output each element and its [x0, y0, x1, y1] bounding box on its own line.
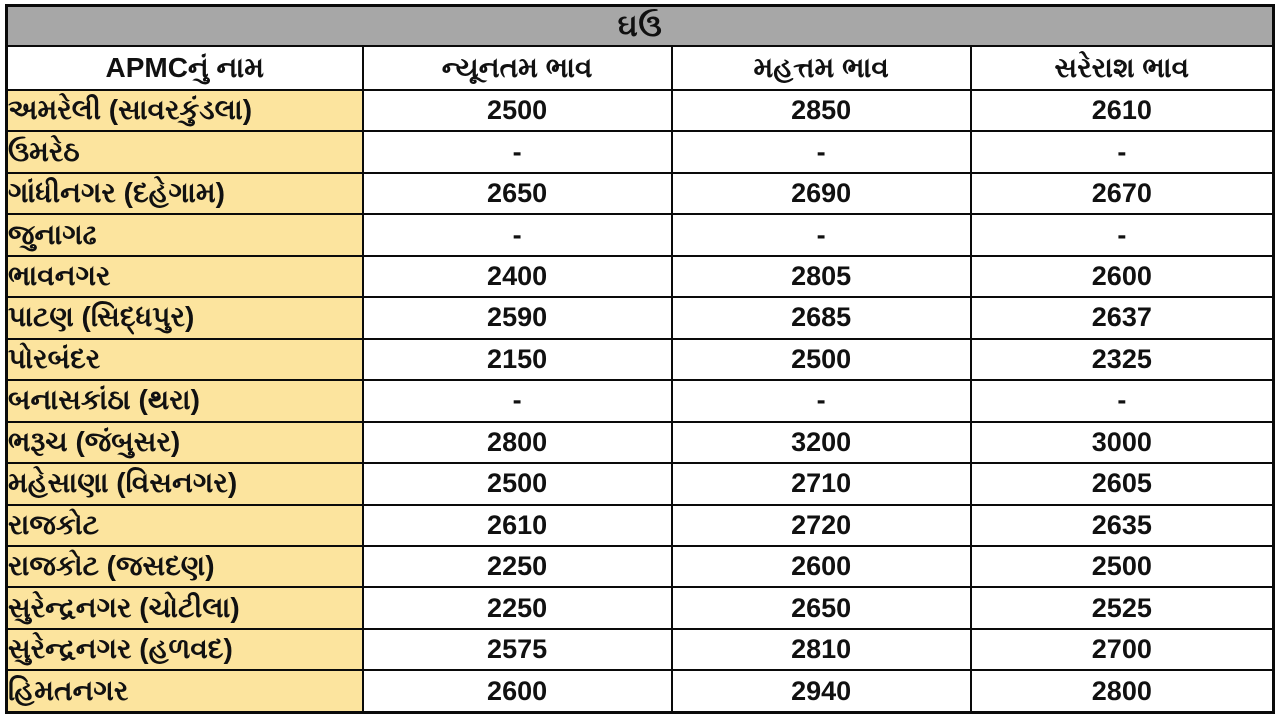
- max-price-cell: -: [670, 379, 972, 423]
- min-price-cell: 2250: [361, 586, 673, 630]
- min-price-cell: -: [361, 213, 673, 257]
- max-price-cell: 2685: [670, 296, 972, 340]
- column-header-apmc-name: APMCનું નામ: [5, 45, 364, 91]
- avg-price-cell: -: [969, 130, 1275, 174]
- max-price-cell: -: [670, 213, 972, 257]
- table-row: બનાસકાંઠા (થરા) - - -: [5, 379, 1275, 423]
- max-price-cell: 3200: [670, 420, 972, 465]
- avg-price-cell: 2610: [969, 88, 1275, 133]
- min-price-cell: 2590: [361, 296, 673, 340]
- max-price-cell: 2600: [670, 544, 972, 589]
- avg-price-cell: -: [969, 213, 1275, 257]
- apmc-name-cell: સુરેન્દ્રનગર (હળવદ): [5, 627, 364, 672]
- max-price-cell: 2940: [670, 669, 972, 714]
- min-price-cell: 2575: [361, 627, 673, 672]
- table-row: પાટણ (સિદ્ધપુર) 2590 2685 2637: [5, 296, 1275, 340]
- min-price-cell: 2400: [361, 254, 673, 299]
- table-title: ઘઉં: [5, 4, 1275, 47]
- apmc-name-cell: ઉમરેઠ: [5, 130, 364, 174]
- avg-price-cell: 2325: [969, 337, 1275, 382]
- max-price-cell: 2690: [670, 171, 972, 216]
- min-price-cell: -: [361, 130, 673, 174]
- table-row: મહેસાણા (વિસનગર) 2500 2710 2605: [5, 462, 1275, 506]
- column-header-min-price: ન્યૂનતમ ભાવ: [361, 45, 673, 91]
- title-row: ઘઉં: [5, 4, 1275, 47]
- max-price-cell: -: [670, 130, 972, 174]
- min-price-cell: 2650: [361, 171, 673, 216]
- avg-price-cell: 2637: [969, 296, 1275, 340]
- max-price-cell: 2850: [670, 88, 972, 133]
- table-row: રાજકોટ (જસદણ) 2250 2600 2500: [5, 544, 1275, 589]
- table-row: હિમતનગર 2600 2940 2800: [5, 669, 1275, 714]
- apmc-name-cell: રાજકોટ: [5, 503, 364, 547]
- max-price-cell: 2805: [670, 254, 972, 299]
- max-price-cell: 2500: [670, 337, 972, 382]
- apmc-name-cell: પાટણ (સિદ્ધપુર): [5, 296, 364, 340]
- column-header-avg-price: સરેરાશ ભાવ: [969, 45, 1275, 91]
- avg-price-cell: 2605: [969, 462, 1275, 506]
- avg-price-cell: 2670: [969, 171, 1275, 216]
- apmc-price-table: ઘઉં APMCનું નામ ન્યૂનતમ ભાવ મહત્તમ ભાવ સ…: [5, 4, 1275, 714]
- max-price-cell: 2810: [670, 627, 972, 672]
- table-row: અમરેલી (સાવરકુંડલા) 2500 2850 2610: [5, 88, 1275, 133]
- max-price-cell: 2710: [670, 462, 972, 506]
- min-price-cell: 2500: [361, 88, 673, 133]
- avg-price-cell: 3000: [969, 420, 1275, 465]
- min-price-cell: 2610: [361, 503, 673, 547]
- apmc-name-cell: ભાવનગર: [5, 254, 364, 299]
- apmc-name-cell: પોરબંદર: [5, 337, 364, 382]
- apmc-name-cell: હિમતનગર: [5, 669, 364, 714]
- apmc-name-cell: અમરેલી (સાવરકુંડલા): [5, 88, 364, 133]
- apmc-name-cell: ભરૂચ (જંબુસર): [5, 420, 364, 465]
- avg-price-cell: 2800: [969, 669, 1275, 714]
- max-price-cell: 2720: [670, 503, 972, 547]
- table-row: ભરૂચ (જંબુસર) 2800 3200 3000: [5, 420, 1275, 465]
- table-row: સુરેન્દ્રનગર (હળવદ) 2575 2810 2700: [5, 627, 1275, 672]
- min-price-cell: 2150: [361, 337, 673, 382]
- apmc-name-cell: મહેસાણા (વિસનગર): [5, 462, 364, 506]
- apmc-name-cell: બનાસકાંઠા (થરા): [5, 379, 364, 423]
- apmc-name-cell: રાજકોટ (જસદણ): [5, 544, 364, 589]
- table-row: પોરબંદર 2150 2500 2325: [5, 337, 1275, 382]
- table-row: સુરેન્દ્રનગર (ચોટીલા) 2250 2650 2525: [5, 586, 1275, 630]
- avg-price-cell: 2600: [969, 254, 1275, 299]
- min-price-cell: -: [361, 379, 673, 423]
- apmc-name-cell: સુરેન્દ્રનગર (ચોટીલા): [5, 586, 364, 630]
- column-header-max-price: મહત્તમ ભાવ: [670, 45, 972, 91]
- avg-price-cell: 2700: [969, 627, 1275, 672]
- table-row: ગાંધીનગર (દહેગામ) 2650 2690 2670: [5, 171, 1275, 216]
- table-row: ભાવનગર 2400 2805 2600: [5, 254, 1275, 299]
- max-price-cell: 2650: [670, 586, 972, 630]
- min-price-cell: 2500: [361, 462, 673, 506]
- min-price-cell: 2250: [361, 544, 673, 589]
- min-price-cell: 2800: [361, 420, 673, 465]
- table-row: ઉમરેઠ - - -: [5, 130, 1275, 174]
- avg-price-cell: 2635: [969, 503, 1275, 547]
- header-row: APMCનું નામ ન્યૂનતમ ભાવ મહત્તમ ભાવ સરેરા…: [5, 45, 1275, 91]
- table-row: જુનાગઢ - - -: [5, 213, 1275, 257]
- apmc-name-cell: ગાંધીનગર (દહેગામ): [5, 171, 364, 216]
- avg-price-cell: -: [969, 379, 1275, 423]
- apmc-name-cell: જુનાગઢ: [5, 213, 364, 257]
- table-row: રાજકોટ 2610 2720 2635: [5, 503, 1275, 547]
- min-price-cell: 2600: [361, 669, 673, 714]
- avg-price-cell: 2525: [969, 586, 1275, 630]
- avg-price-cell: 2500: [969, 544, 1275, 589]
